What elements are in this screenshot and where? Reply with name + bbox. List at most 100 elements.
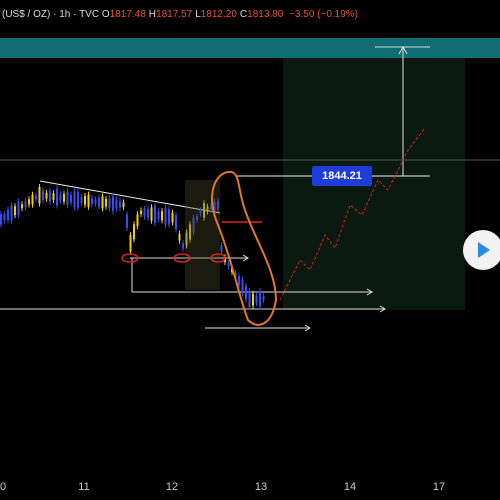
x-tick-label: 0 [0, 481, 6, 493]
candle-body [164, 207, 167, 225]
candle-body [14, 206, 16, 216]
source: TVC [79, 9, 100, 20]
ohlc: O1817.48 H1817.57 L1812.20 C1813.80 [102, 9, 286, 20]
top-band [0, 38, 500, 58]
candle-body [0, 213, 2, 225]
price-badge-text: 1844.21 [322, 170, 362, 182]
candle-body [73, 191, 76, 208]
ohlc-key: H [148, 9, 157, 20]
x-tick-label: 17 [433, 481, 445, 493]
candle-body [234, 272, 237, 278]
candle-body [140, 210, 142, 214]
candle-body [17, 201, 20, 216]
markers [121, 253, 226, 263]
candle-body [185, 232, 188, 246]
candle-body [171, 212, 174, 223]
candle-body [126, 214, 128, 228]
candle-body [28, 199, 30, 205]
candle-body [203, 203, 205, 218]
ohlc-value: 1813.80 [247, 9, 284, 20]
candle-body [105, 198, 107, 207]
ohlc-value: 1817.48 [109, 9, 146, 20]
candle-body [213, 201, 216, 212]
interval: 1h [59, 9, 71, 20]
candle-body [238, 276, 240, 285]
candle-body [136, 214, 139, 227]
candle-body [77, 191, 79, 208]
candle-body [255, 295, 258, 304]
candle-body [147, 209, 149, 218]
candle-body [49, 190, 51, 202]
x-tick-label: 14 [344, 481, 356, 493]
candle-body [31, 194, 34, 205]
candle-body [24, 200, 27, 208]
candle-body [3, 213, 6, 221]
x-tick-label: 12 [166, 481, 178, 493]
ohlc-key: C [239, 9, 248, 20]
candle-body [45, 192, 48, 199]
candle-body [248, 291, 251, 308]
candle-body [122, 202, 125, 208]
candle-body [241, 279, 244, 294]
candle-body [91, 198, 93, 205]
candle-body [94, 199, 97, 204]
play-icon[interactable] [478, 242, 490, 258]
change: −3.50 (−0.19%) [289, 9, 359, 20]
candle-body [154, 206, 156, 223]
candles [0, 184, 265, 311]
candle-body [262, 296, 265, 301]
candle-body [84, 195, 86, 205]
candle-body [259, 290, 261, 307]
price-badge [312, 166, 372, 186]
candle-body [101, 196, 104, 209]
candle-body [227, 263, 230, 267]
x-tick-label: 11 [78, 481, 89, 493]
candle-body [133, 224, 135, 240]
candle-body [38, 187, 41, 204]
candle-body [175, 215, 177, 230]
candle-body [21, 204, 23, 209]
candle-body [119, 201, 121, 208]
candle-body [129, 235, 132, 252]
x-axis: 0 11 12 13 14 17 [0, 481, 445, 493]
candle-body [189, 224, 191, 240]
candle-body [161, 211, 163, 221]
candle-body [196, 216, 198, 220]
candle-body [150, 207, 153, 221]
candle-body [59, 194, 62, 201]
candle-body [210, 205, 212, 210]
candle-body [63, 194, 65, 202]
candle-body [42, 190, 44, 200]
candle-body [245, 286, 247, 300]
candle-body [217, 201, 219, 209]
candle-body [168, 209, 170, 225]
ohlc-value: 1812.20 [200, 9, 237, 20]
symbol: (US$ / OZ) [2, 9, 51, 20]
candle-body [7, 209, 9, 221]
candle-body [192, 217, 195, 233]
x-tick-label: 13 [255, 481, 267, 493]
candle-body [52, 193, 55, 201]
header: (US$ / OZ) · 1h · TVC O1817.48 H1817.57 L1… [2, 9, 359, 20]
candle-body [143, 208, 146, 217]
candle-body [70, 194, 72, 203]
target-zone [283, 58, 465, 310]
candle-body [199, 210, 202, 214]
candle-body [10, 205, 13, 221]
candle-body [178, 233, 181, 241]
candle-body [252, 293, 254, 306]
candle-body [87, 194, 90, 207]
candle-body [220, 245, 223, 253]
candle-body [66, 191, 69, 206]
candle-body [115, 199, 118, 209]
arrow-head [398, 45, 408, 55]
trend-line [39, 180, 221, 214]
candle-body [206, 206, 209, 212]
projection [279, 127, 426, 301]
ohlc-key: O [101, 9, 110, 20]
candle-body [182, 243, 184, 249]
candle-body [157, 211, 160, 220]
candle-body [80, 196, 83, 204]
